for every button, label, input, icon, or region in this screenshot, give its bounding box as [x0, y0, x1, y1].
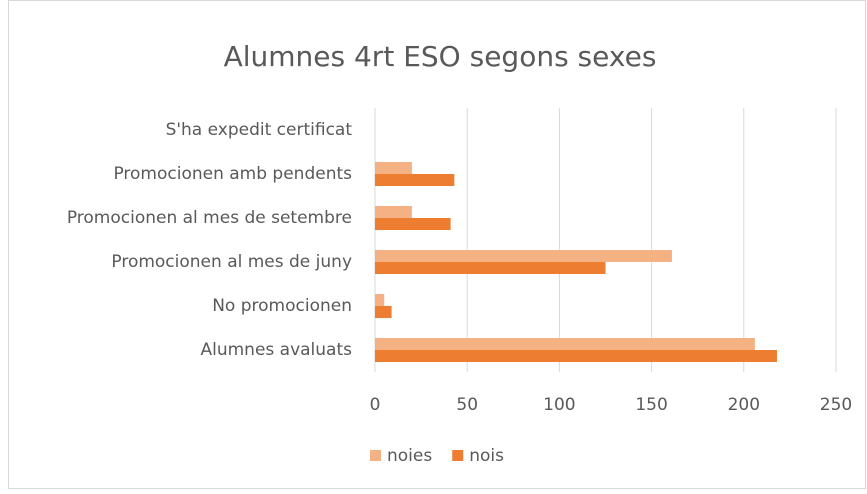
legend-swatch	[370, 450, 381, 461]
x-tick-label: 100	[543, 395, 575, 415]
x-tick-label: 200	[728, 395, 760, 415]
legend-label: noies	[387, 446, 432, 466]
bar	[375, 294, 385, 306]
chart-frame	[8, 0, 866, 489]
bar	[375, 350, 777, 362]
bar	[375, 174, 455, 186]
y-tick-label: Promocionen al mes de juny	[111, 252, 352, 272]
legend-label: nois	[469, 446, 504, 466]
bar	[375, 218, 451, 230]
bar	[375, 262, 606, 274]
bar	[375, 306, 392, 318]
bar	[375, 162, 412, 174]
x-tick-label: 150	[635, 395, 667, 415]
chart-title: Alumnes 4rt ESO segons sexes	[224, 40, 657, 73]
x-tick-label: 0	[370, 395, 381, 415]
y-tick-label: No promocionen	[212, 296, 352, 316]
bar	[375, 206, 412, 218]
y-tick-label: Promocionen al mes de setembre	[67, 208, 352, 228]
x-tick-label: 250	[820, 395, 852, 415]
legend-swatch	[452, 450, 464, 461]
x-tick-label: 50	[456, 395, 478, 415]
bar	[375, 250, 672, 262]
y-tick-label: S'ha expedit certificat	[166, 120, 353, 140]
y-tick-label: Alumnes avaluats	[200, 340, 352, 360]
bar	[375, 338, 755, 350]
y-tick-label: Promocionen amb pendents	[113, 164, 352, 184]
